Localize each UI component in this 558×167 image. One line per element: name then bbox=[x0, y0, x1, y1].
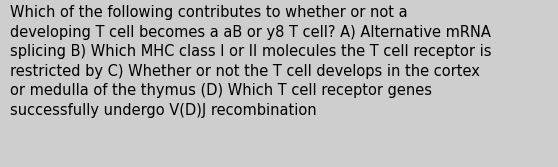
Text: Which of the following contributes to whether or not a
developing T cell becomes: Which of the following contributes to wh… bbox=[10, 5, 492, 118]
